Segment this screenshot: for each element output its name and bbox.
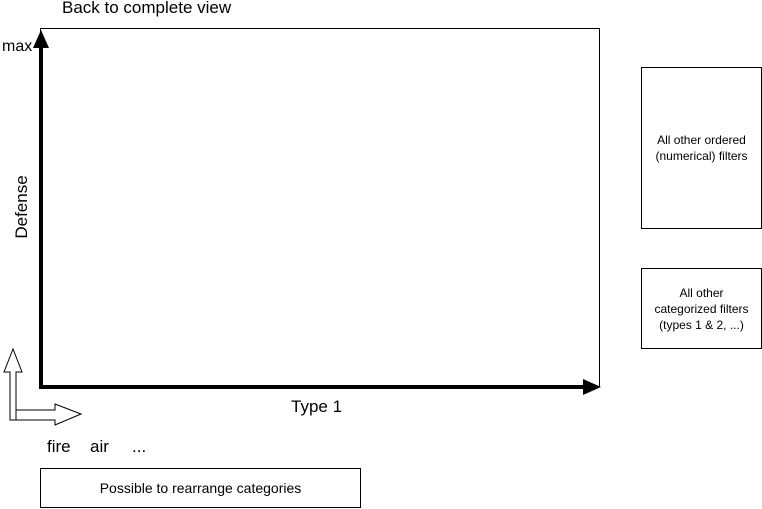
rearrange-categories-label: Possible to rearrange categories [99, 480, 302, 496]
category-air[interactable]: air [90, 437, 109, 456]
ordered-filters-panel[interactable]: All other ordered (numerical) filters [641, 67, 762, 229]
category-more[interactable]: ... [132, 437, 147, 456]
y-axis-arrowhead [33, 30, 49, 48]
right-arrow-icon [15, 403, 83, 426]
x-axis-label: Type 1 [291, 397, 343, 416]
categorized-filters-label: All other categorized filters (types 1 &… [654, 285, 749, 332]
categorized-filters-panel[interactable]: All other categorized filters (types 1 &… [641, 268, 762, 349]
ordered-filters-label: All other ordered (numerical) filters [655, 133, 748, 163]
y-axis-label: Defense [12, 175, 31, 239]
x-axis-arrowhead [583, 379, 601, 395]
axis-direction-icon[interactable] [3, 347, 83, 426]
back-to-complete-view-link[interactable]: Back to complete view [62, 0, 232, 17]
up-arrow-icon [3, 347, 23, 421]
y-axis-max-label: max [2, 38, 33, 55]
category-fire[interactable]: fire [47, 437, 71, 456]
rearrange-categories-note: Possible to rearrange categories [40, 468, 361, 508]
